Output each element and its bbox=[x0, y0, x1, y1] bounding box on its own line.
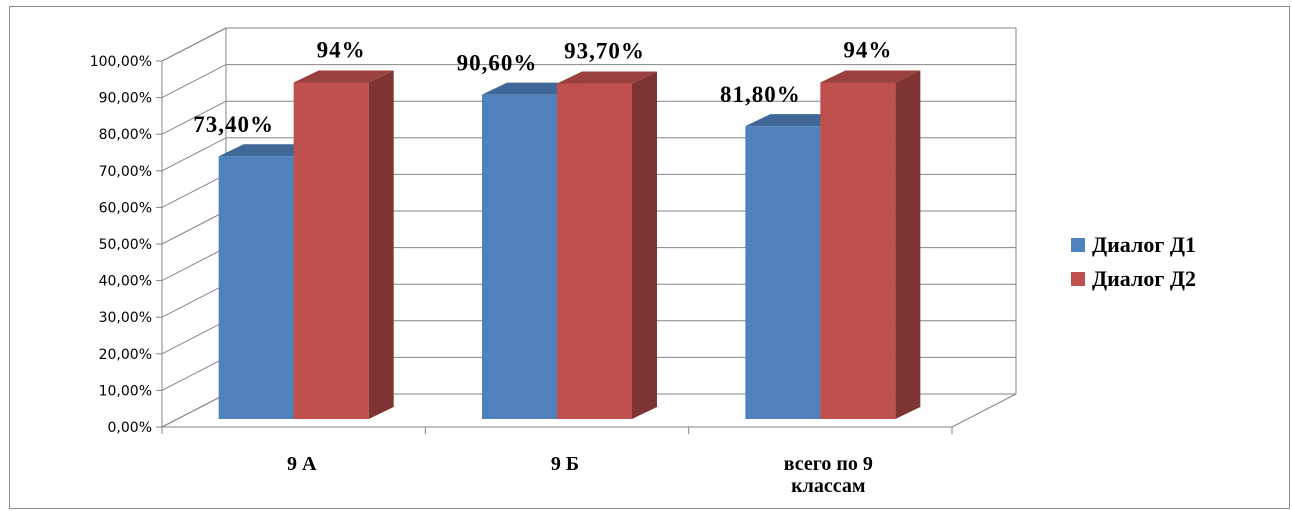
x-category-label: классам bbox=[791, 475, 865, 497]
bar-front bbox=[218, 156, 294, 419]
gridline-side bbox=[161, 173, 227, 208]
bars bbox=[218, 70, 921, 419]
data-label: 73,40% bbox=[193, 112, 274, 137]
y-tick-label: 40,00% bbox=[99, 274, 152, 290]
data-label: 94% bbox=[317, 37, 366, 62]
legend-label: Диалог Д2 bbox=[1092, 266, 1196, 291]
y-tick-label: 60,00% bbox=[99, 200, 152, 216]
bar-top bbox=[557, 71, 657, 84]
data-labels: 73,40% 90,60% 81,80% 94% 93,70% 94% bbox=[193, 37, 892, 137]
y-tick-label: 90,00% bbox=[99, 91, 152, 107]
data-label: 81,80% bbox=[720, 82, 801, 107]
bar-front bbox=[820, 82, 896, 419]
gridline-side bbox=[161, 247, 227, 282]
bar-top bbox=[293, 70, 394, 83]
gridline-side bbox=[161, 64, 227, 99]
y-tick-labels: 0,00% 10,00% 20,00% 30,00% 40,00% 50,00% 60,00… bbox=[90, 54, 152, 436]
gridline-side bbox=[161, 210, 227, 245]
bar-side bbox=[895, 70, 921, 419]
y-tick-label: 20,00% bbox=[99, 347, 152, 363]
y-tick-label: 80,00% bbox=[99, 127, 152, 143]
bar-side bbox=[368, 70, 394, 419]
x-category-label: всего по 9 bbox=[784, 453, 873, 475]
y-tick-label: 50,00% bbox=[99, 237, 152, 253]
data-label: 94% bbox=[843, 37, 892, 62]
y-tick-label: 10,00% bbox=[99, 383, 152, 399]
gridline-side bbox=[161, 283, 227, 318]
bar-front bbox=[557, 83, 632, 419]
y-tick-label: 70,00% bbox=[99, 164, 152, 180]
data-label: 90,60% bbox=[457, 51, 538, 76]
data-label: 93,70% bbox=[564, 39, 645, 64]
x-category-label: 9 А bbox=[287, 453, 317, 475]
legend-swatch bbox=[1071, 272, 1085, 286]
gridline-side bbox=[161, 137, 227, 172]
bar-front bbox=[482, 94, 557, 419]
y-tick-label: 30,00% bbox=[99, 310, 152, 326]
bar-front bbox=[745, 126, 821, 419]
y-tick-label: 0,00% bbox=[108, 420, 152, 436]
y-tick-label: 100,00% bbox=[90, 54, 152, 70]
bar bbox=[557, 71, 657, 419]
gridline-side bbox=[161, 320, 227, 355]
bar-side bbox=[632, 71, 657, 419]
bar-top bbox=[820, 70, 921, 83]
x-category-label: 9 Б bbox=[551, 453, 579, 475]
bar bbox=[293, 70, 394, 419]
bar-front bbox=[293, 82, 369, 419]
legend-label: Диалог Д1 bbox=[1092, 232, 1196, 257]
axes bbox=[156, 60, 953, 434]
legend-swatch bbox=[1071, 238, 1085, 252]
gridline-side bbox=[161, 356, 227, 391]
legend: Диалог Д1 Диалог Д2 bbox=[1071, 232, 1196, 291]
gridline-side bbox=[161, 100, 227, 135]
gridline-side bbox=[161, 27, 227, 62]
bar bbox=[820, 70, 921, 419]
